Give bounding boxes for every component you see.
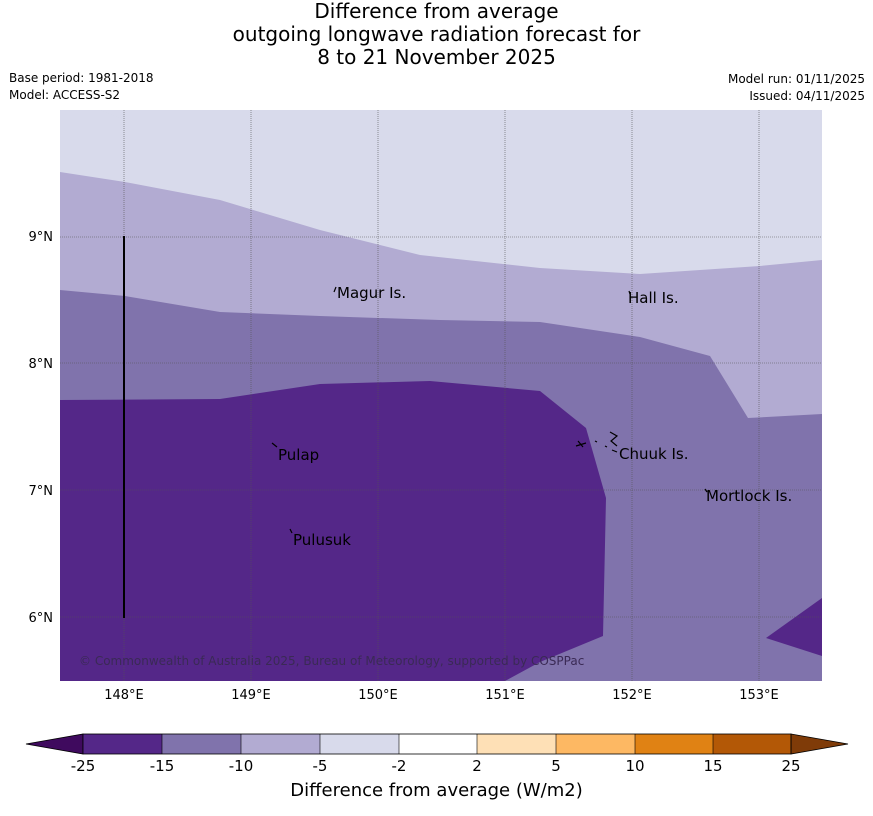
lon-tick: 151°E: [485, 688, 525, 703]
base-period: Base period: 1981-2018: [9, 71, 154, 85]
lat-tick: 7°N: [29, 484, 54, 499]
lon-tick: 153°E: [739, 688, 779, 703]
label-pulusuk: Pulusuk: [293, 531, 351, 549]
colorbar-tick: -10: [229, 757, 254, 775]
colorbar-segment: [477, 734, 556, 754]
pulusuk-island-shape: [289, 528, 293, 534]
colorbar-segment: [320, 734, 399, 754]
region-top-band: [60, 110, 822, 222]
title-line-2: outgoing longwave radiation forecast for: [232, 22, 641, 46]
meta-left: Base period: 1981-2018 Model: ACCESS-S2: [9, 70, 154, 104]
title-line-3: 8 to 21 November 2025: [317, 45, 556, 69]
colorbar-extend-low: [25, 733, 84, 755]
meta-right: Model run: 01/11/2025 Issued: 04/11/2025: [728, 71, 865, 105]
colorbar-segment: [83, 734, 162, 754]
colorbar-tick: 25: [781, 757, 800, 775]
colorbar-segment: [635, 734, 713, 754]
hall-island-shape: [628, 290, 631, 295]
region-minus25-to-minus15: [60, 381, 606, 681]
pulap-island-shape: [271, 442, 278, 448]
colorbar-tick: 10: [625, 757, 644, 775]
magur-island-shape: [333, 286, 337, 293]
colorbar-tick: -5: [313, 757, 328, 775]
map-area: [60, 110, 822, 681]
colorbar-segment: [713, 734, 791, 754]
colorbar-tick: -15: [150, 757, 175, 775]
colorbar-tick: 2: [472, 757, 482, 775]
gridlines: [60, 110, 822, 681]
lon-tick-labels: 148°E 149°E 150°E 151°E 152°E 153°E: [104, 688, 779, 703]
lat-tick: 9°N: [29, 230, 54, 245]
colorbar-label: Difference from average (W/m2): [290, 780, 583, 801]
copyright-text: © Commonwealth of Australia 2025, Bureau…: [79, 654, 584, 668]
lon-tick: 152°E: [612, 688, 652, 703]
colorbar-segment: [162, 734, 241, 754]
issued-date: Issued: 04/11/2025: [749, 89, 865, 103]
label-hall: Hall Is.: [628, 289, 679, 307]
colorbar-tick: 15: [703, 757, 722, 775]
label-mortlock: Mortlock Is.: [706, 487, 792, 505]
lon-tick: 149°E: [231, 688, 271, 703]
chart-title: Difference from average outgoing longwav…: [0, 0, 873, 69]
colorbar-segment: [241, 734, 320, 754]
colorbar-tick: 5: [551, 757, 561, 775]
colorbar-tick: -2: [392, 757, 407, 775]
label-magur: Magur Is.: [337, 284, 406, 302]
label-pulap: Pulap: [278, 446, 319, 464]
label-chuuk: Chuuk Is.: [619, 445, 688, 463]
place-labels: Magur Is. Hall Is. Pulap Chuuk Is. Mortl…: [278, 284, 792, 549]
lon-tick: 150°E: [358, 688, 398, 703]
chuuk-island-shape: [575, 431, 619, 453]
colorbar-ticks: -25 -15 -10 -5 -2 2 5 10 15 25: [71, 757, 801, 775]
colorbar: -25 -15 -10 -5 -2 2 5 10 15 25: [25, 733, 849, 775]
colorbar-dividers: [161, 734, 714, 754]
lat-tick: 6°N: [29, 611, 54, 626]
colorbar-tick: -25: [71, 757, 96, 775]
region-minus25-to-minus15-east: [766, 598, 822, 656]
lat-tick: 8°N: [29, 357, 54, 372]
colorbar-extend-high: [790, 733, 849, 755]
model-name: Model: ACCESS-S2: [9, 88, 121, 102]
lat-tick-labels: 9°N 8°N 7°N 6°N: [29, 230, 54, 626]
mortlock-island-shape: [704, 488, 708, 493]
colorbar-segment: [556, 734, 635, 754]
colorbar-segment: [399, 734, 478, 754]
lon-tick: 148°E: [104, 688, 144, 703]
islands: [271, 286, 708, 534]
model-run: Model run: 01/11/2025: [727, 72, 865, 86]
colorbar-outline: [82, 733, 792, 755]
title-line-1: Difference from average: [314, 0, 559, 23]
